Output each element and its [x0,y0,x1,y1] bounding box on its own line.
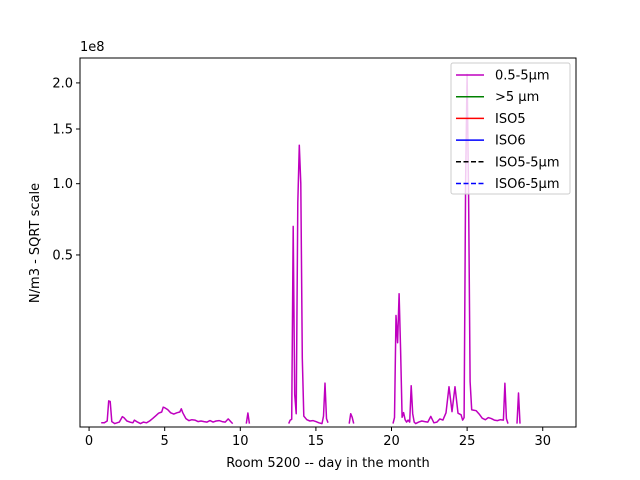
offset-text: 1e8 [80,40,105,55]
series-line-segment [392,73,509,425]
x-axis-ticks: 0 5 10 15 20 25 30 [85,427,551,449]
x-tick-label: 15 [308,434,325,449]
legend-label: ISO5-5µm [495,155,560,170]
series-line-segment [348,412,355,424]
plot-area [79,57,577,428]
legend-label: ISO5 [495,112,526,127]
series-line-segment [288,144,329,425]
y-tick-label: 2.0 [52,76,73,91]
legend-label: >5 µm [495,90,539,105]
series-line-segment [101,400,234,425]
legend-label: ISO6-5µm [495,177,560,192]
series-layer [101,73,521,425]
y-tick-label: 0.5 [52,248,73,263]
y-axis-ticks: 0.5 1.0 1.5 2.0 [52,76,80,263]
series-line-segment [516,392,521,424]
y-tick-label: 1.5 [52,123,73,138]
legend: 0.5-5µm >5 µm ISO5 ISO6 ISO5-5µm ISO6-5µm [450,62,571,195]
x-tick-label: 0 [85,434,93,449]
x-tick-label: 5 [161,434,169,449]
x-tick-label: 30 [534,434,551,449]
y-tick-label: 1.0 [52,177,73,192]
legend-label: 0.5-5µm [495,69,550,84]
x-tick-label: 25 [459,434,476,449]
x-tick-label: 20 [383,434,400,449]
x-axis-label: Room 5200 -- day in the month [226,456,430,471]
legend-label: ISO6 [495,134,526,149]
y-axis-label: N/m3 - SQRT scale [28,183,43,303]
x-tick-label: 10 [232,434,249,449]
series-line-segment [245,412,251,424]
axes-frame [79,57,577,428]
